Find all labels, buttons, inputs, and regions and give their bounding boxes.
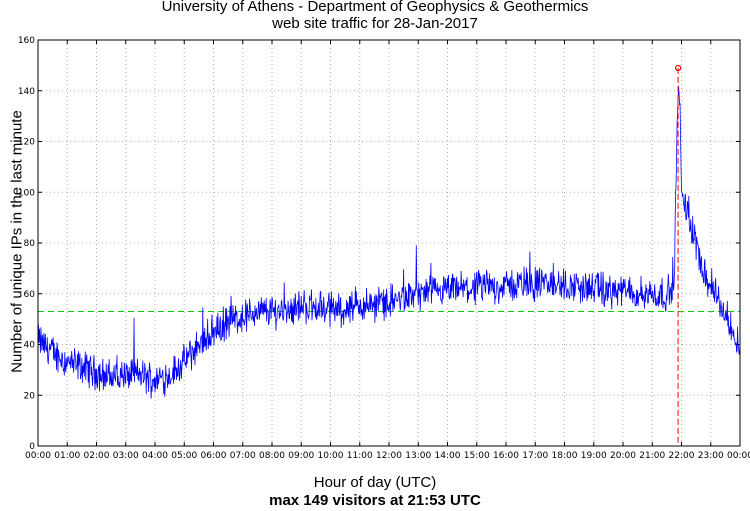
y-tick-label: 0: [29, 442, 35, 452]
x-tick-label: 06:00: [201, 451, 227, 461]
max-value-marker: [674, 64, 682, 72]
x-tick-label: 01:00: [54, 451, 80, 461]
x-tick-label: 19:00: [581, 451, 607, 461]
x-tick-label: 14:00: [435, 451, 461, 461]
x-tick-label: 08:00: [259, 451, 285, 461]
x-tick-label: 13:00: [405, 451, 431, 461]
x-tick-label: 02:00: [84, 451, 110, 461]
x-tick-label: 00:00: [25, 451, 51, 461]
y-tick-label: 140: [18, 87, 35, 97]
y-tick-label: 100: [18, 188, 35, 198]
x-tick-label: 21:00: [639, 451, 665, 461]
chart-subtitle: web site traffic for 28-Jan-2017: [272, 15, 478, 32]
y-tick-label: 80: [24, 239, 36, 249]
y-tick-label: 40: [24, 341, 36, 351]
x-tick-label: 00:00: [727, 451, 750, 461]
x-tick-label: 16:00: [493, 451, 519, 461]
chart-title: University of Athens - Department of Geo…: [161, 0, 589, 15]
x-tick-label: 11:00: [347, 451, 373, 461]
x-tick-label: 09:00: [288, 451, 314, 461]
y-tick-label: 20: [24, 391, 36, 401]
y-tick-label: 60: [24, 290, 36, 300]
x-tick-label: 20:00: [610, 451, 636, 461]
x-tick-label: 18:00: [552, 451, 578, 461]
x-tick-label: 07:00: [230, 451, 256, 461]
x-tick-label: 15:00: [464, 451, 490, 461]
x-tick-label: 22:00: [669, 451, 695, 461]
x-tick-label: 12:00: [376, 451, 402, 461]
x-tick-label: 17:00: [522, 451, 548, 461]
plot-frame: [37, 39, 741, 447]
x-tick-label: 03:00: [113, 451, 139, 461]
x-axis-label: Hour of day (UTC): [313, 474, 437, 491]
x-tick-label: 23:00: [698, 451, 724, 461]
chart-footer: max 149 visitors at 21:53 UTC: [269, 492, 481, 509]
x-tick-label: 10:00: [318, 451, 344, 461]
x-tick-label: 04:00: [142, 451, 168, 461]
x-tick-label: 05:00: [171, 451, 197, 461]
y-tick-label: 160: [18, 36, 35, 46]
y-tick-label: 120: [18, 138, 35, 148]
traffic-series-line: [37, 85, 741, 399]
